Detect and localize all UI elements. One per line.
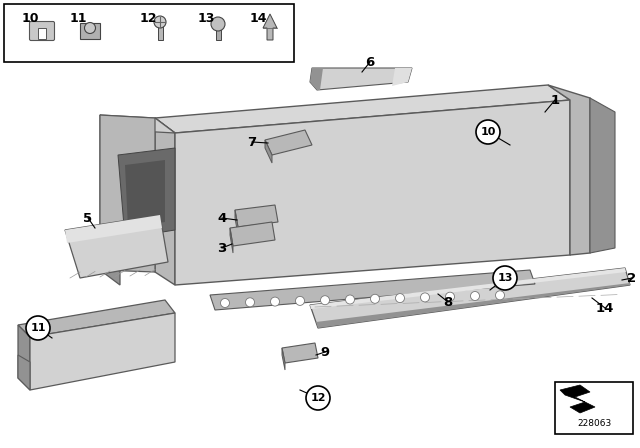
Polygon shape — [155, 118, 175, 285]
Text: 12: 12 — [140, 12, 157, 25]
Text: 11: 11 — [70, 12, 88, 25]
Polygon shape — [282, 348, 285, 370]
Text: 3: 3 — [218, 241, 227, 254]
Circle shape — [26, 316, 50, 340]
Circle shape — [321, 296, 330, 305]
Polygon shape — [316, 283, 630, 328]
Text: 4: 4 — [218, 211, 227, 224]
Polygon shape — [392, 68, 412, 86]
Polygon shape — [235, 210, 238, 235]
Text: 8: 8 — [444, 296, 452, 309]
Text: 10: 10 — [480, 127, 496, 137]
Circle shape — [246, 298, 255, 307]
Circle shape — [271, 297, 280, 306]
Circle shape — [470, 292, 479, 301]
Polygon shape — [310, 68, 412, 90]
Bar — [216, 22, 221, 40]
Polygon shape — [100, 115, 155, 272]
Text: 14: 14 — [250, 12, 268, 25]
Circle shape — [420, 293, 429, 302]
Bar — [38, 28, 46, 39]
Polygon shape — [118, 148, 175, 238]
Text: 5: 5 — [83, 211, 93, 224]
Bar — [555, 382, 633, 434]
Bar — [80, 23, 100, 39]
Polygon shape — [65, 215, 168, 278]
Polygon shape — [155, 85, 570, 133]
Circle shape — [84, 22, 95, 34]
Polygon shape — [265, 140, 272, 163]
Circle shape — [495, 291, 504, 300]
Text: 10: 10 — [22, 12, 40, 25]
Circle shape — [306, 386, 330, 410]
Circle shape — [371, 294, 380, 303]
Circle shape — [211, 17, 225, 31]
Polygon shape — [310, 268, 626, 309]
Polygon shape — [18, 325, 30, 390]
Polygon shape — [100, 115, 120, 285]
Polygon shape — [310, 68, 323, 90]
Text: 228063: 228063 — [577, 419, 611, 428]
Polygon shape — [125, 160, 165, 228]
Circle shape — [493, 266, 517, 290]
Polygon shape — [265, 130, 312, 155]
Circle shape — [396, 293, 404, 302]
Text: 1: 1 — [550, 94, 559, 107]
Circle shape — [296, 297, 305, 306]
Circle shape — [346, 295, 355, 304]
Polygon shape — [590, 98, 615, 253]
Polygon shape — [230, 222, 275, 246]
Text: 9: 9 — [321, 345, 330, 358]
Text: 14: 14 — [596, 302, 614, 314]
Polygon shape — [100, 115, 175, 133]
Polygon shape — [230, 228, 233, 253]
Bar — [157, 20, 163, 40]
Polygon shape — [30, 313, 175, 390]
Polygon shape — [282, 343, 318, 363]
Polygon shape — [548, 85, 590, 255]
Text: 2: 2 — [627, 271, 637, 284]
Polygon shape — [210, 270, 535, 310]
Polygon shape — [18, 355, 30, 390]
Polygon shape — [235, 205, 278, 227]
Text: 13: 13 — [198, 12, 216, 25]
Text: 7: 7 — [248, 135, 257, 148]
Text: 13: 13 — [497, 273, 513, 283]
Polygon shape — [18, 300, 175, 337]
Polygon shape — [560, 385, 595, 413]
Text: 11: 11 — [30, 323, 45, 333]
Circle shape — [476, 120, 500, 144]
Text: 6: 6 — [365, 56, 374, 69]
Bar — [4, 4, 294, 62]
Polygon shape — [263, 14, 277, 40]
Polygon shape — [310, 268, 630, 328]
Circle shape — [154, 16, 166, 28]
Polygon shape — [175, 100, 570, 285]
Text: 12: 12 — [310, 393, 326, 403]
FancyBboxPatch shape — [29, 22, 54, 40]
Polygon shape — [65, 215, 162, 243]
Circle shape — [445, 292, 454, 301]
Circle shape — [221, 298, 230, 307]
